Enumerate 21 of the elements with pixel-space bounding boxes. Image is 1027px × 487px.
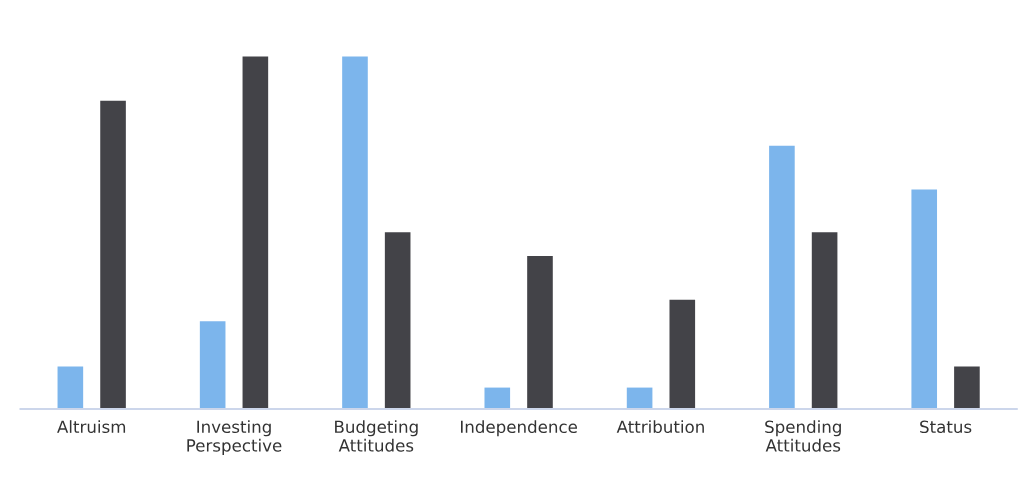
bar bbox=[100, 100, 126, 410]
x-tick-label: Investing Perspective bbox=[187, 420, 282, 455]
bar bbox=[199, 321, 226, 410]
x-tick-label: Altruism bbox=[57, 420, 126, 434]
bar bbox=[769, 145, 795, 410]
bar bbox=[669, 299, 696, 410]
bar bbox=[811, 232, 838, 410]
x-tick-label: Attribution bbox=[616, 420, 704, 434]
bar bbox=[57, 366, 84, 410]
bar bbox=[911, 189, 938, 410]
x-tick-label: Spending Attitudes bbox=[765, 420, 841, 452]
x-tick-label: Status bbox=[920, 420, 972, 434]
bar bbox=[384, 232, 411, 410]
x-tick-label: Budgeting Attitudes bbox=[335, 420, 418, 452]
bar bbox=[484, 387, 511, 410]
bar bbox=[527, 256, 553, 410]
bar bbox=[954, 366, 980, 410]
bar bbox=[242, 56, 269, 410]
x-tick-label: Independence bbox=[461, 420, 577, 437]
bar bbox=[342, 56, 368, 410]
bar bbox=[626, 387, 653, 410]
